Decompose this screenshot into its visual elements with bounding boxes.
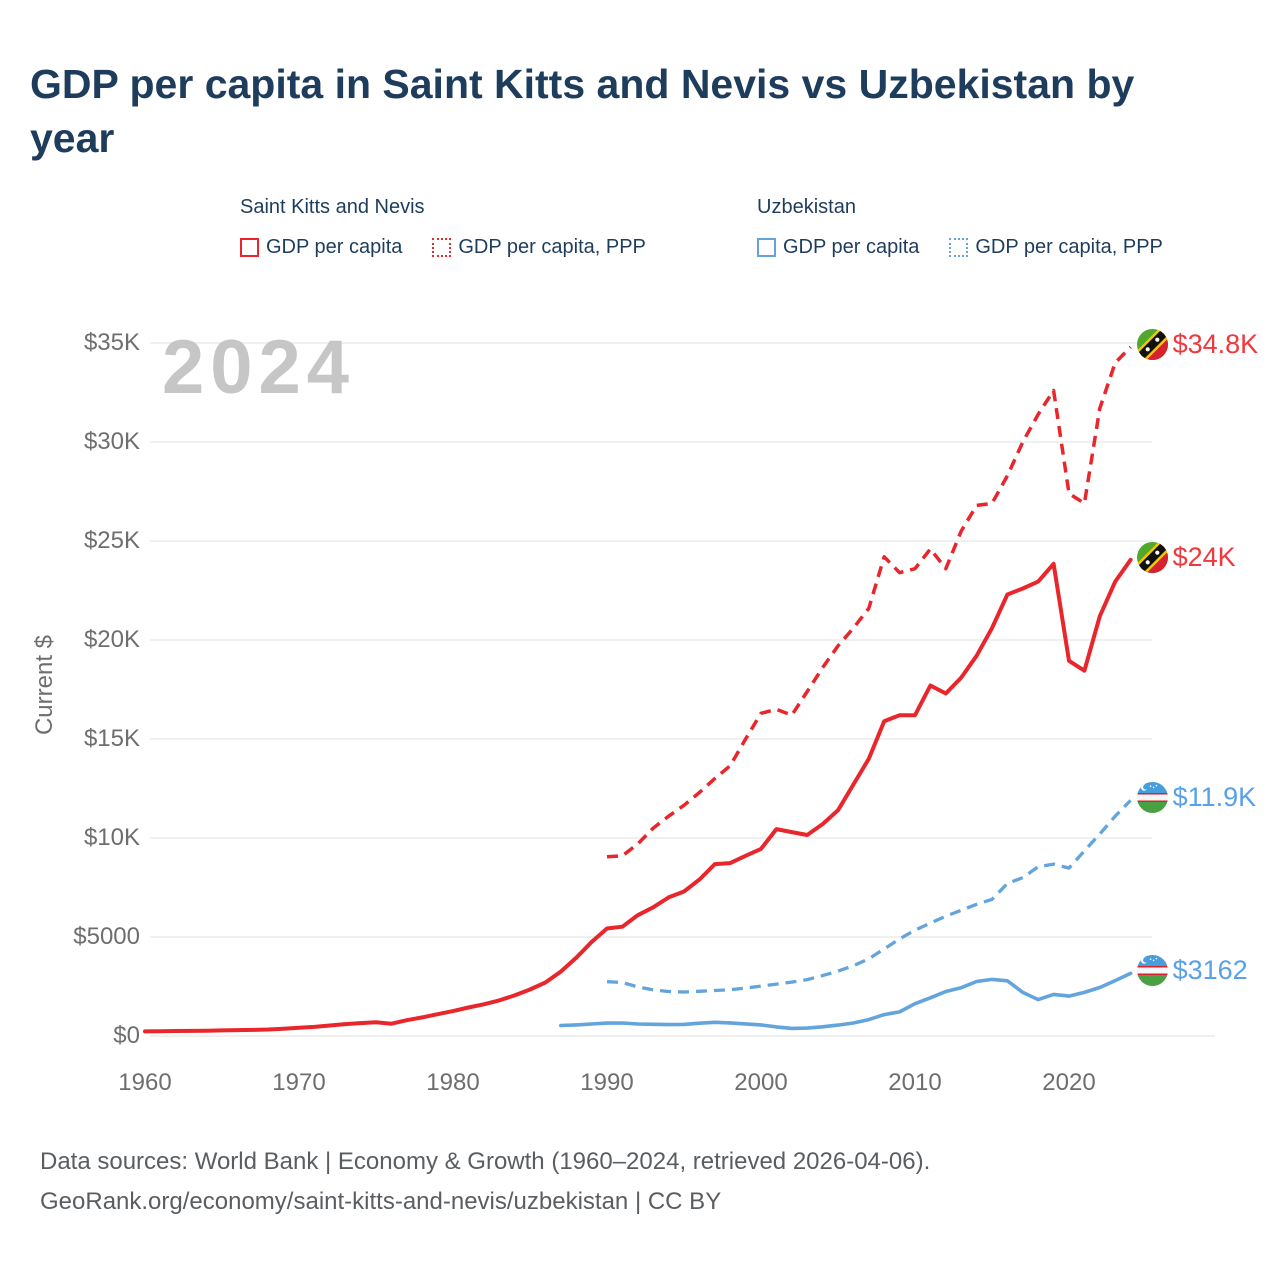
chart-title: GDP per capita in Saint Kitts and Nevis … — [30, 61, 1135, 162]
attribution-line: GeoRank.org/economy/saint-kitts-and-nevi… — [40, 1188, 722, 1215]
series-line-uzb-gdp — [558, 971, 1133, 1031]
footer: Data sources: World Bank | Economy & Gro… — [40, 1142, 930, 1222]
watermark-year: 2024 — [162, 325, 356, 410]
y-axis-title: Current $ — [31, 634, 58, 736]
data-sources-line: Data sources: World Bank | Economy & Gro… — [40, 1148, 931, 1175]
series-line-skn-gdp-ppp — [606, 345, 1132, 859]
series-line-uzb-gdp-ppp — [606, 799, 1132, 994]
series-line-skn-gdp — [143, 557, 1133, 1034]
